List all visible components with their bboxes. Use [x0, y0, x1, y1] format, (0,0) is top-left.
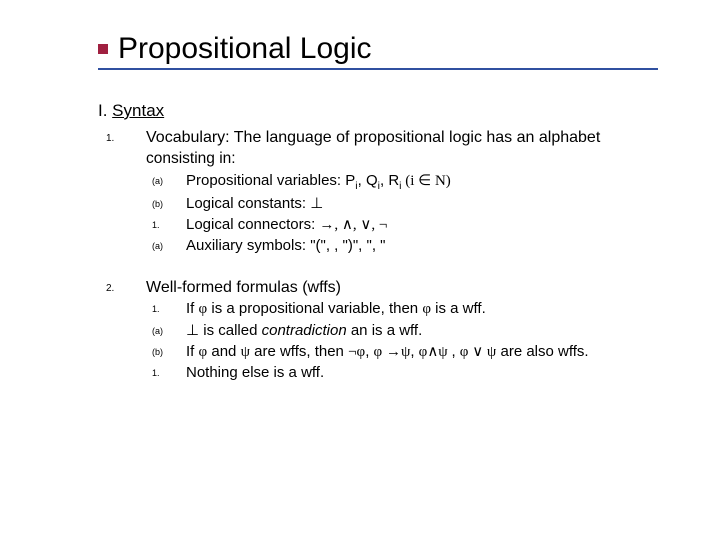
label: Logical constants: [186, 195, 310, 212]
wff-rule-3: (b) If φ and ψ are wffs, then ¬φ, φ →ψ, … [146, 342, 690, 362]
section-prefix: I. [98, 101, 112, 120]
wff-rule-1: 1. If φ is a propositional variable, the… [146, 299, 690, 319]
list-marker: 2. [98, 277, 146, 299]
list-marker: 1. [146, 215, 186, 235]
c: , [451, 343, 459, 360]
list-marker: (a) [146, 321, 186, 341]
f: φ ∨ ψ [460, 344, 497, 360]
psi: ψ [241, 344, 250, 360]
t: an is a wff. [347, 322, 423, 339]
sym: , R [380, 172, 399, 189]
list-content: Auxiliary symbols: "(", , ")", ", " [186, 236, 690, 256]
t: are also wffs. [496, 343, 588, 360]
bot: ⊥ [186, 323, 199, 339]
t: If [186, 300, 199, 317]
wff-rule-2: (a) ⊥ is called contradiction an is a wf… [146, 321, 690, 341]
sym: →, ∧, ∨, ¬ [319, 217, 387, 233]
contradiction: contradiction [262, 322, 347, 339]
t: If [186, 343, 199, 360]
list-content: Logical constants: ⊥ [186, 194, 690, 214]
sym: P [345, 172, 355, 189]
syntax-item-vocabulary: 1. Vocabulary: The language of propositi… [98, 127, 690, 149]
slide-body: I. Syntax 1. Vocabulary: The language of… [98, 100, 690, 383]
sym: ⊥ [310, 196, 323, 212]
vocabulary-lead: Vocabulary: The language of propositiona… [146, 129, 600, 146]
phi: φ [422, 301, 431, 317]
list-marker: (b) [146, 342, 186, 362]
vocab-sub-connectors: 1. Logical connectors: →, ∧, ∨, ¬ [146, 215, 690, 235]
slide: Propositional Logic I. Syntax 1. Vocabul… [0, 0, 720, 540]
list-content: Logical connectors: →, ∧, ∨, ¬ [186, 215, 690, 235]
title-row: Propositional Logic [98, 32, 690, 66]
list-content: ⊥ is called contradiction an is a wff. [186, 321, 690, 341]
f: φ →ψ [374, 344, 411, 360]
list-content: Propositional variables: Pi, Qi, Ri (i ∈… [186, 171, 690, 193]
vocab-sub-constants: (b) Logical constants: ⊥ [146, 194, 690, 214]
c: , [410, 343, 418, 360]
vocab-sub-propvars: (a) Propositional variables: Pi, Qi, Ri … [146, 171, 690, 193]
label: Propositional variables: [186, 172, 345, 189]
f: φ∧ψ [419, 344, 452, 360]
wffs-lead: Well-formed formulas (wffs) [146, 277, 690, 299]
sym: , Q [358, 172, 378, 189]
section-header: I. Syntax [98, 100, 690, 123]
list-marker: (a) [146, 171, 186, 193]
t: is called [199, 322, 262, 339]
tail: (i ∈ N) [402, 173, 451, 189]
vocabulary-rest: The language of propositional logic has … [230, 129, 601, 146]
phi: φ [199, 344, 208, 360]
syntax-item-wffs: 2. Well-formed formulas (wffs) [98, 277, 690, 299]
label: Auxiliary symbols: [186, 237, 310, 254]
sym: "(", , ")", ", " [310, 237, 385, 254]
list-marker: (a) [146, 236, 186, 256]
list-marker: 1. [98, 127, 146, 149]
list-content: If φ is a propositional variable, then φ… [186, 299, 690, 319]
c: , [365, 343, 373, 360]
t: are wffs, then [250, 343, 348, 360]
title-bullet-icon [98, 44, 108, 54]
vocabulary-continuation: consisting in: [146, 149, 690, 170]
vocabulary-term: Vocabulary: [146, 129, 230, 146]
list-content: If φ and ψ are wffs, then ¬φ, φ →ψ, φ∧ψ … [186, 342, 690, 362]
list-marker: (b) [146, 194, 186, 214]
list-content: Nothing else is a wff. [186, 363, 690, 383]
section-name: Syntax [112, 101, 164, 120]
title-underline [98, 68, 658, 70]
list-content: Vocabulary: The language of propositiona… [146, 127, 690, 149]
slide-title: Propositional Logic [118, 32, 372, 66]
t: and [207, 343, 240, 360]
vocab-sub-auxiliary: (a) Auxiliary symbols: "(", , ")", ", " [146, 236, 690, 256]
wff-rule-4: 1. Nothing else is a wff. [146, 363, 690, 383]
list-marker: 1. [146, 299, 186, 319]
t: is a wff. [431, 300, 486, 317]
t: is a propositional variable, then [207, 300, 422, 317]
f: ¬φ [348, 344, 365, 360]
phi: φ [199, 301, 208, 317]
label: Logical connectors: [186, 216, 319, 233]
list-marker: 1. [146, 363, 186, 383]
